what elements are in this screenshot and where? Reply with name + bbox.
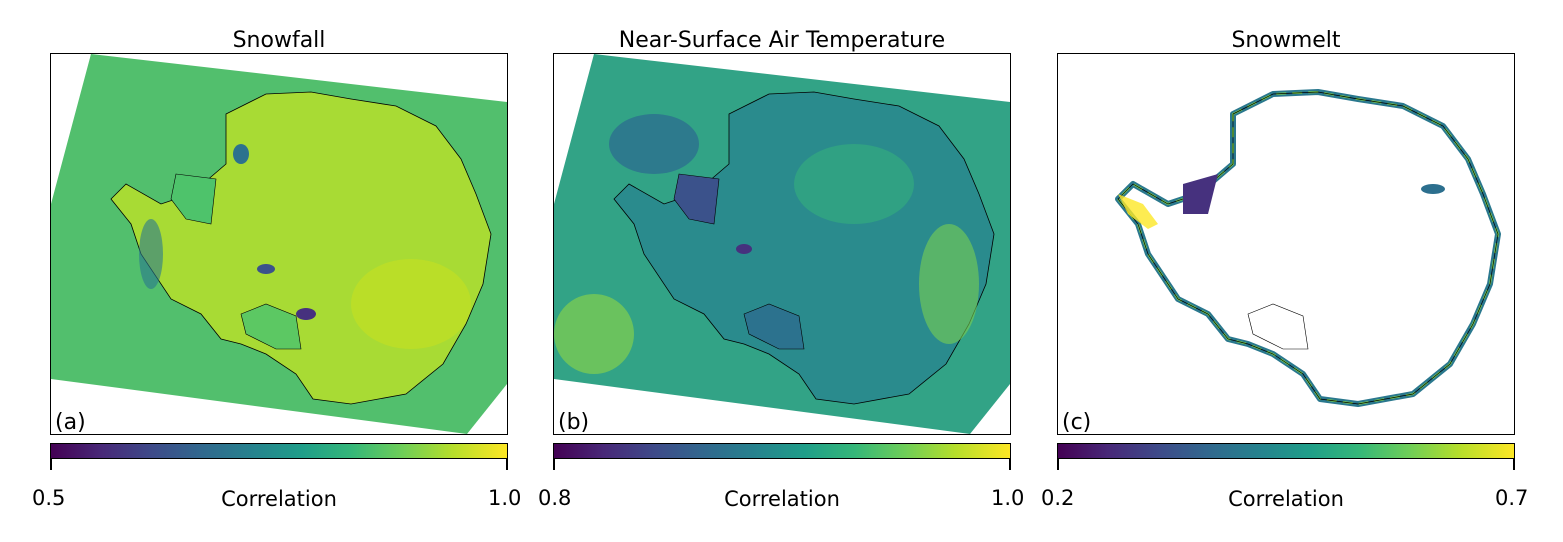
ronne-ice-shelf-outline xyxy=(673,173,720,225)
panel-label: (b) xyxy=(558,410,590,435)
panel-label: (a) xyxy=(55,410,86,435)
map-frame: (b) xyxy=(553,53,1011,435)
colorbar-label: Correlation xyxy=(221,487,337,511)
anomaly-patch xyxy=(139,219,163,289)
panel-title: Snowfall xyxy=(232,28,326,53)
panel-title: Snowmelt xyxy=(1231,28,1341,53)
colorbar-tick-max xyxy=(1513,458,1515,470)
panel-label: (c) xyxy=(1062,410,1092,435)
colorbar xyxy=(50,443,508,459)
colorbar-max-label: 0.7 xyxy=(1495,486,1529,510)
anomaly-patch xyxy=(233,144,249,164)
anomaly-patch xyxy=(794,144,914,224)
colorbar-tick-min xyxy=(50,458,52,470)
colorbar-tick-min xyxy=(1057,458,1059,470)
map-frame: (a) xyxy=(50,53,508,435)
snowmelt-correlation-map xyxy=(1115,89,1501,407)
ronne-ice-shelf-outline xyxy=(170,173,217,225)
colorbar-max-label: 1.0 xyxy=(488,486,522,510)
ross-ice-shelf-outline xyxy=(1247,303,1309,350)
colorbar-min-label: 0.8 xyxy=(538,486,572,510)
anomaly-patch xyxy=(257,264,275,274)
panel-temperature: Near-Surface Air Temperature (b) 0.8 1.0… xyxy=(538,0,1024,542)
colorbar-tick-max xyxy=(506,458,508,470)
amery-melt-patch xyxy=(1421,184,1445,194)
colorbar-min-label: 0.5 xyxy=(32,486,66,510)
snowfall-correlation-map xyxy=(51,54,507,434)
colorbar xyxy=(553,443,1011,459)
anomaly-patch xyxy=(736,244,752,254)
panel-snowmelt: Snowmelt (c) 0.2 0.7 Correlation xyxy=(1041,0,1528,542)
map-frame: (c) xyxy=(1057,53,1515,435)
anomaly-patch xyxy=(296,308,316,320)
colorbar-label: Correlation xyxy=(1228,487,1344,511)
panel-title: Near-Surface Air Temperature xyxy=(618,28,946,53)
temperature-correlation-map xyxy=(554,54,1010,434)
colorbar xyxy=(1057,443,1515,459)
colorbar-max-label: 1.0 xyxy=(991,486,1025,510)
colorbar-tick-min xyxy=(553,458,555,470)
ronne-ice-shelf-melt xyxy=(1183,174,1218,214)
anomaly-patch xyxy=(609,114,699,174)
colorbar-min-label: 0.2 xyxy=(1041,486,1075,510)
ross-ice-shelf-outline xyxy=(743,303,805,350)
peninsula-melt xyxy=(1118,194,1158,229)
anomaly-patch xyxy=(554,294,634,374)
colorbar-label: Correlation xyxy=(724,487,840,511)
colorbar-tick-max xyxy=(1009,458,1011,470)
panel-snowfall: Snowfall (a) 0.5 1.0 Correlation xyxy=(32,0,521,542)
anomaly-patch xyxy=(351,259,471,349)
anomaly-patch xyxy=(919,224,979,344)
ross-ice-shelf-outline xyxy=(240,303,302,350)
antarctica-coastline xyxy=(1115,89,1501,407)
coastline-outline xyxy=(1117,91,1499,405)
